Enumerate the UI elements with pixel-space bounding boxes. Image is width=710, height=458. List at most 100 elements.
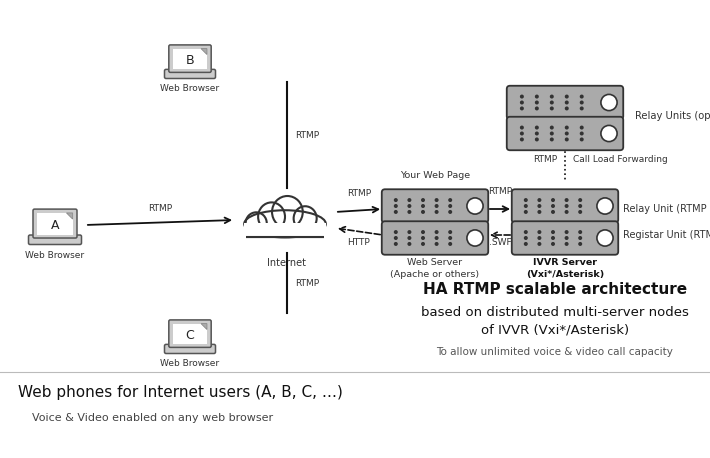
Circle shape	[435, 242, 439, 246]
Circle shape	[421, 204, 425, 208]
Circle shape	[597, 198, 613, 214]
Circle shape	[564, 131, 569, 136]
Circle shape	[537, 204, 542, 208]
Circle shape	[564, 125, 569, 130]
Text: Web phones for Internet users (A, B, C, …): Web phones for Internet users (A, B, C, …	[18, 386, 343, 400]
Text: Call Load Forwarding: Call Load Forwarding	[573, 156, 667, 164]
Bar	[173, 49, 207, 69]
Ellipse shape	[294, 206, 317, 230]
Text: HTTP: HTTP	[348, 238, 371, 247]
Circle shape	[535, 137, 539, 142]
Circle shape	[537, 236, 542, 240]
Text: .SWF: .SWF	[488, 238, 511, 247]
Circle shape	[578, 236, 582, 240]
Circle shape	[435, 210, 439, 214]
FancyBboxPatch shape	[28, 235, 82, 245]
Circle shape	[448, 242, 452, 246]
Circle shape	[535, 131, 539, 136]
Circle shape	[435, 198, 439, 202]
Ellipse shape	[246, 213, 267, 234]
Circle shape	[524, 242, 528, 246]
Text: RTMP: RTMP	[148, 204, 172, 213]
Circle shape	[467, 230, 483, 246]
Circle shape	[550, 137, 554, 142]
Circle shape	[435, 230, 439, 234]
Text: To allow unlimited voice & video call capacity: To allow unlimited voice & video call ca…	[437, 347, 674, 357]
Circle shape	[394, 210, 398, 214]
Circle shape	[408, 198, 411, 202]
Circle shape	[601, 125, 617, 142]
Text: RTMP: RTMP	[295, 131, 319, 140]
Text: Relay Units (optional): Relay Units (optional)	[635, 111, 710, 121]
FancyBboxPatch shape	[507, 86, 623, 119]
FancyBboxPatch shape	[507, 117, 623, 150]
Text: Web Browser: Web Browser	[26, 251, 84, 260]
Circle shape	[580, 94, 584, 98]
Circle shape	[520, 125, 524, 130]
Circle shape	[564, 230, 569, 234]
Ellipse shape	[258, 202, 285, 231]
Bar	[173, 324, 207, 344]
Text: Relay Unit (RTMP node): Relay Unit (RTMP node)	[623, 204, 710, 214]
Circle shape	[564, 198, 569, 202]
Circle shape	[601, 94, 617, 110]
Text: IVVR Server
(Vxi*/Asterisk): IVVR Server (Vxi*/Asterisk)	[526, 258, 604, 279]
Text: RTMP: RTMP	[347, 189, 371, 198]
Circle shape	[537, 230, 542, 234]
Circle shape	[520, 100, 524, 104]
Bar	[244, 217, 326, 236]
Text: HA RTMP scalable architecture: HA RTMP scalable architecture	[423, 283, 687, 298]
Text: of IVVR (Vxi*/Asterisk): of IVVR (Vxi*/Asterisk)	[481, 323, 629, 337]
Text: Web Browser: Web Browser	[160, 359, 219, 368]
Circle shape	[551, 210, 555, 214]
Circle shape	[448, 204, 452, 208]
FancyBboxPatch shape	[165, 69, 216, 78]
Circle shape	[524, 210, 528, 214]
Circle shape	[467, 198, 483, 214]
Circle shape	[421, 242, 425, 246]
Circle shape	[535, 100, 539, 104]
Circle shape	[537, 198, 542, 202]
Circle shape	[524, 230, 528, 234]
Bar	[244, 220, 326, 238]
Text: Web Server
(Apache or others): Web Server (Apache or others)	[391, 258, 479, 279]
Circle shape	[421, 236, 425, 240]
Circle shape	[435, 236, 439, 240]
Circle shape	[408, 210, 411, 214]
Circle shape	[564, 100, 569, 104]
Circle shape	[394, 230, 398, 234]
Circle shape	[550, 125, 554, 130]
Circle shape	[394, 236, 398, 240]
Text: B: B	[186, 54, 195, 67]
Circle shape	[408, 242, 411, 246]
Circle shape	[551, 236, 555, 240]
Circle shape	[550, 106, 554, 110]
Circle shape	[408, 236, 411, 240]
Bar	[244, 223, 326, 237]
Circle shape	[580, 125, 584, 130]
Circle shape	[578, 242, 582, 246]
Polygon shape	[201, 49, 207, 55]
Circle shape	[520, 131, 524, 136]
Text: Voice & Video enabled on any web browser: Voice & Video enabled on any web browser	[32, 413, 273, 423]
Ellipse shape	[244, 210, 326, 237]
Circle shape	[564, 242, 569, 246]
Circle shape	[564, 204, 569, 208]
Circle shape	[421, 198, 425, 202]
Circle shape	[537, 242, 542, 246]
Circle shape	[408, 204, 411, 208]
Circle shape	[580, 106, 584, 110]
Text: Your Web Page: Your Web Page	[400, 171, 470, 180]
FancyBboxPatch shape	[169, 45, 211, 72]
Circle shape	[578, 198, 582, 202]
Circle shape	[578, 204, 582, 208]
Circle shape	[421, 210, 425, 214]
Circle shape	[564, 106, 569, 110]
Circle shape	[524, 198, 528, 202]
Circle shape	[520, 137, 524, 142]
Circle shape	[564, 210, 569, 214]
Circle shape	[550, 94, 554, 98]
Circle shape	[551, 242, 555, 246]
Circle shape	[551, 230, 555, 234]
Circle shape	[421, 230, 425, 234]
